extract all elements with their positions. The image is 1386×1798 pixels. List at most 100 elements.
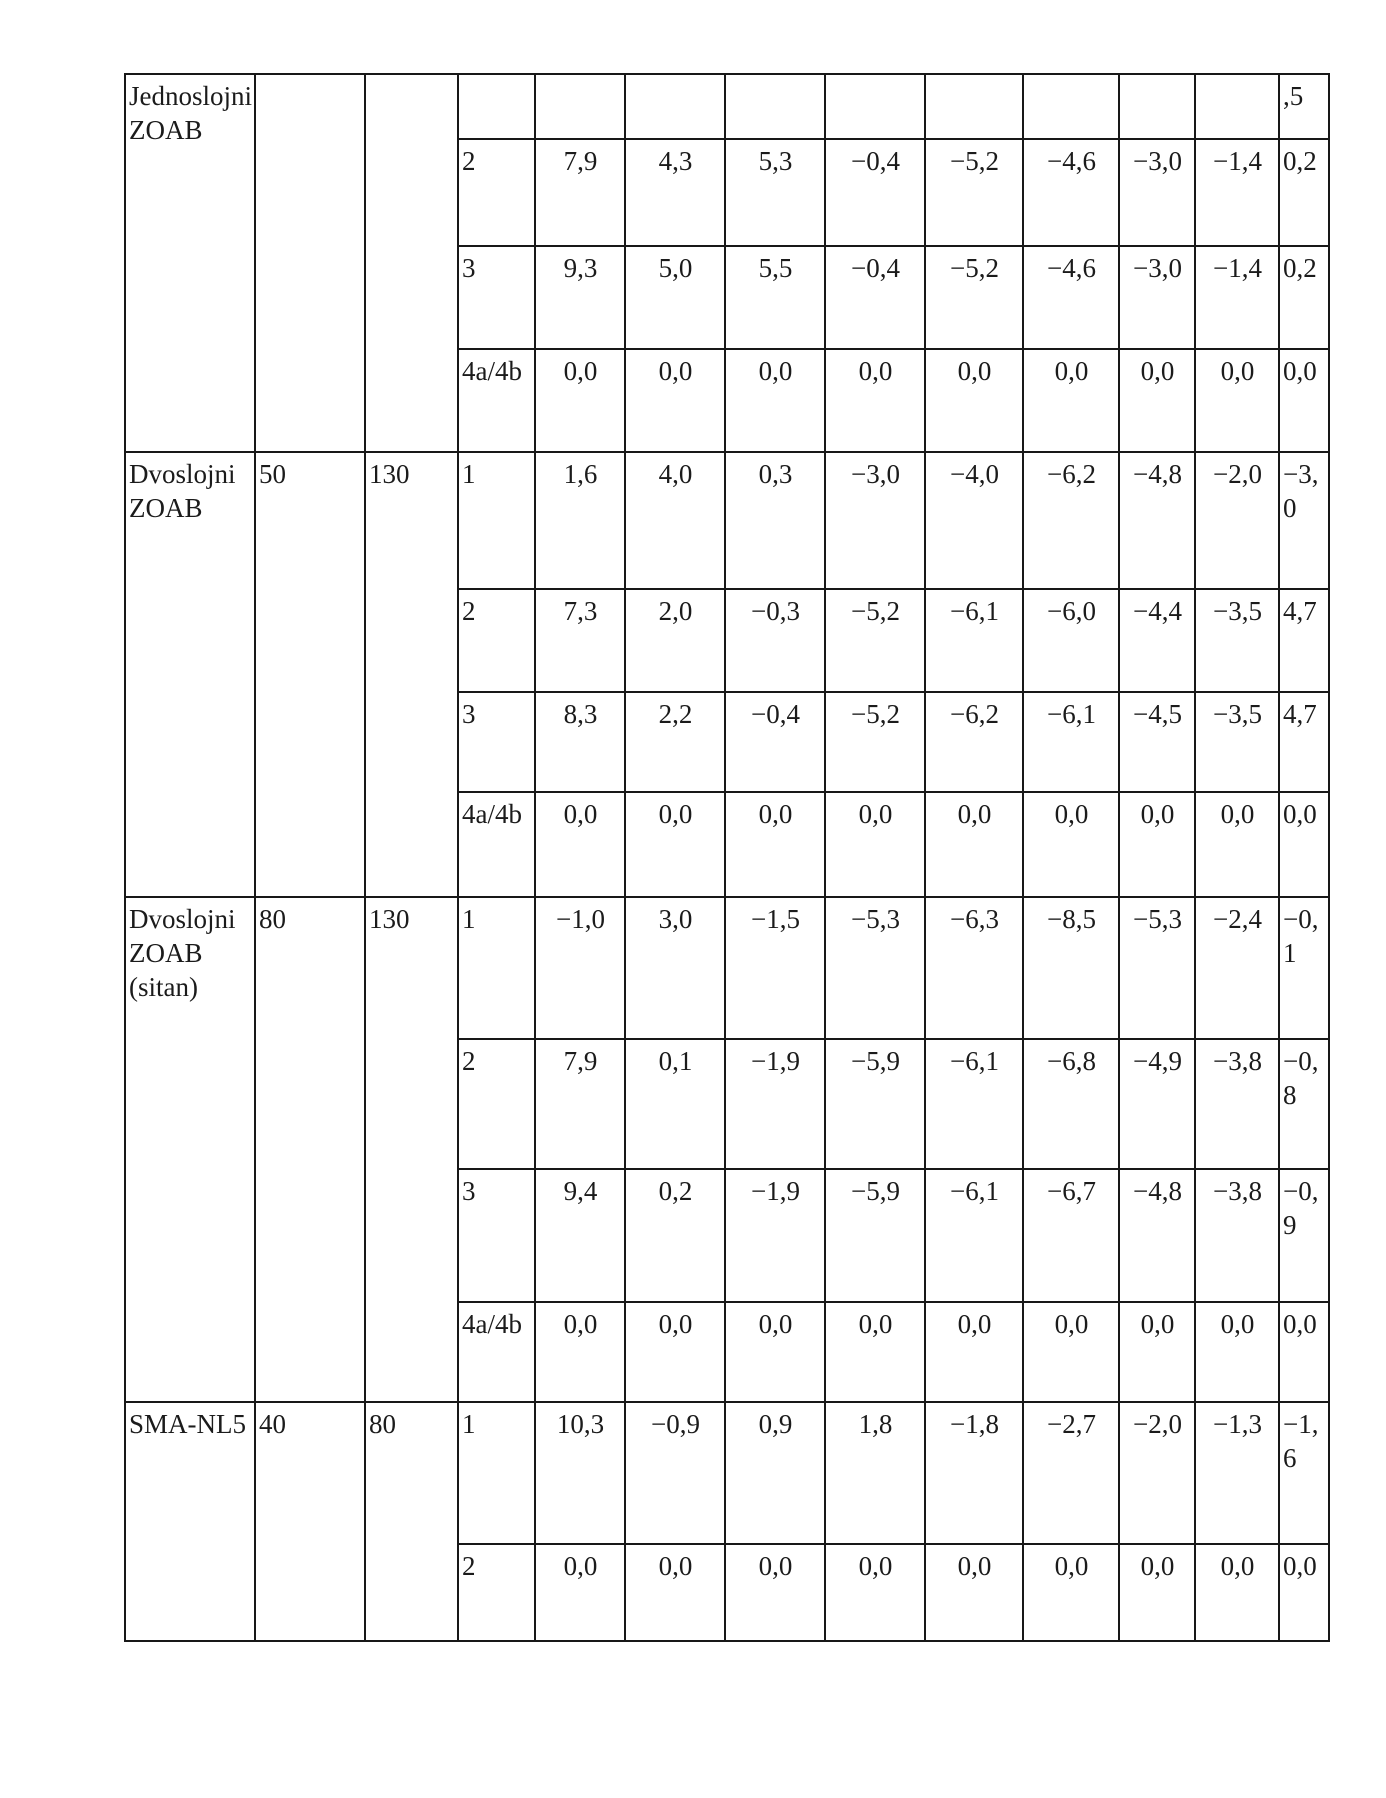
param-col2-cell: 50 bbox=[254, 451, 367, 898]
value-cell: 0,0 bbox=[1118, 348, 1197, 453]
value-cell: 0,0 bbox=[724, 791, 827, 898]
value-cell: 0,0 bbox=[924, 1543, 1025, 1642]
value-cell: 5,5 bbox=[724, 245, 827, 350]
value-cell: −4,9 bbox=[1118, 1038, 1197, 1170]
value-cell: −2,0 bbox=[1194, 451, 1281, 590]
tail-value-cell: −0,8 bbox=[1278, 1038, 1331, 1170]
tail-value-cell: ,5 bbox=[1278, 73, 1331, 140]
value-cell: −1,9 bbox=[724, 1168, 827, 1303]
row-number-cell bbox=[457, 73, 537, 140]
tail-value-cell: 0,0 bbox=[1278, 348, 1331, 453]
tail-value-cell: 4,7 bbox=[1278, 588, 1331, 693]
value-cell: 1,8 bbox=[824, 1401, 927, 1545]
value-cell: −5,2 bbox=[924, 245, 1025, 350]
value-cell: −8,5 bbox=[1022, 896, 1121, 1040]
table-row: 4a/4b 0,0 0,0 0,0 0,0 0,0 0,0 0,0 0,0 0,0 bbox=[125, 1301, 1331, 1403]
tail-value-cell: 0,2 bbox=[1278, 245, 1331, 350]
value-cell: −0,4 bbox=[824, 138, 927, 247]
value-cell: −3,8 bbox=[1194, 1168, 1281, 1303]
param-col3-cell: 130 bbox=[364, 896, 460, 1403]
value-cell: 2,2 bbox=[624, 691, 727, 793]
table-body: Jednoslojni ZOAB ,5 2 7,9 4,3 5,3 −0,4 −5,2 −4,6… bbox=[123, 73, 1331, 1642]
value-cell: −4,6 bbox=[1022, 138, 1121, 247]
tail-value-cell: −0,9 bbox=[1278, 1168, 1331, 1303]
value-cell: 0,0 bbox=[624, 1301, 727, 1403]
value-cell: −3,0 bbox=[1118, 245, 1197, 350]
value-cell: 0,0 bbox=[824, 1543, 927, 1642]
row-number-cell: 3 bbox=[457, 691, 537, 793]
table-row: 2 7,3 2,0 −0,3 −5,2 −6,1 −6,0 −4,4 −3,5 4,7 bbox=[125, 588, 1331, 693]
tail-value-cell: −3,0 bbox=[1278, 451, 1331, 590]
value-cell: 0,0 bbox=[534, 1301, 627, 1403]
value-cell bbox=[624, 73, 727, 140]
value-cell: −6,1 bbox=[924, 588, 1025, 693]
material-label-cell: Dvoslojni ZOAB (sitan) bbox=[123, 896, 257, 1403]
value-cell bbox=[1022, 73, 1121, 140]
material-label-cell: Dvoslojni ZOAB bbox=[123, 451, 257, 898]
param-col3-cell: 80 bbox=[364, 1401, 460, 1642]
value-cell: −0,4 bbox=[724, 691, 827, 793]
value-cell: −3,0 bbox=[1118, 138, 1197, 247]
value-cell: −5,3 bbox=[824, 896, 927, 1040]
value-cell: −6,2 bbox=[1022, 451, 1121, 590]
value-cell: 0,0 bbox=[1194, 348, 1281, 453]
value-cell: −6,8 bbox=[1022, 1038, 1121, 1170]
value-cell: 8,3 bbox=[534, 691, 627, 793]
tail-value-cell: 0,2 bbox=[1278, 138, 1331, 247]
table-row: SMA-NL5 40 80 1 10,3 −0,9 0,9 1,8 −1,8 −2,7 −2,0 −1… bbox=[123, 1401, 1331, 1642]
table-row: 2 7,9 0,1 −1,9 −5,9 −6,1 −6,8 −4,9 −3,8 −0,8 bbox=[125, 1038, 1331, 1170]
row-number-cell: 4a/4b bbox=[457, 1301, 537, 1403]
value-cell: 0,0 bbox=[624, 1543, 727, 1642]
table-row: 2 7,9 4,3 5,3 −0,4 −5,2 −4,6 −3,0 −1,4 0,2 bbox=[125, 138, 1331, 247]
value-cell: 5,3 bbox=[724, 138, 827, 247]
value-cell: −2,4 bbox=[1194, 896, 1281, 1040]
tail-value-cell: −1,6 bbox=[1278, 1401, 1331, 1545]
value-cell: −4,5 bbox=[1118, 691, 1197, 793]
value-cell: −2,7 bbox=[1022, 1401, 1121, 1545]
table-row: 3 9,4 0,2 −1,9 −5,9 −6,1 −6,7 −4,8 −3,8 −0,9 bbox=[125, 1168, 1331, 1303]
value-cell: 5,0 bbox=[624, 245, 727, 350]
value-cell: 0,0 bbox=[624, 791, 727, 898]
tail-value-cell: 0,0 bbox=[1278, 1301, 1331, 1403]
value-cell: −4,4 bbox=[1118, 588, 1197, 693]
value-cell: −6,0 bbox=[1022, 588, 1121, 693]
value-cell: −3,5 bbox=[1194, 588, 1281, 693]
value-cell: −1,0 bbox=[534, 896, 627, 1040]
value-cell: −5,3 bbox=[1118, 896, 1197, 1040]
value-cell: −1,4 bbox=[1194, 245, 1281, 350]
value-cell: −2,0 bbox=[1118, 1401, 1197, 1545]
value-cell: 0,0 bbox=[724, 1301, 827, 1403]
value-cell: 0,0 bbox=[1022, 1543, 1121, 1642]
value-cell: −6,1 bbox=[924, 1038, 1025, 1170]
value-cell: −4,6 bbox=[1022, 245, 1121, 350]
tail-value-cell: 0,0 bbox=[1278, 1543, 1331, 1642]
row-number-cell: 3 bbox=[457, 1168, 537, 1303]
value-cell: 0,0 bbox=[534, 791, 627, 898]
row-number-cell: 1 bbox=[457, 1401, 537, 1545]
value-cell: 0,0 bbox=[1118, 791, 1197, 898]
value-cell: 0,0 bbox=[724, 348, 827, 453]
value-cell: 0,0 bbox=[1194, 791, 1281, 898]
value-cell: 0,0 bbox=[1194, 1543, 1281, 1642]
value-cell: −6,3 bbox=[924, 896, 1025, 1040]
value-cell: 0,0 bbox=[824, 791, 927, 898]
row-number-cell: 2 bbox=[457, 1543, 537, 1642]
value-cell: 0,0 bbox=[534, 348, 627, 453]
value-cell: −4,0 bbox=[924, 451, 1025, 590]
param-col3-cell: 130 bbox=[364, 451, 460, 898]
param-col2-cell: 40 bbox=[254, 1401, 367, 1642]
row-number-cell: 3 bbox=[457, 245, 537, 350]
value-cell: 0,3 bbox=[724, 451, 827, 590]
row-number-cell: 2 bbox=[457, 1038, 537, 1170]
value-cell: −0,9 bbox=[624, 1401, 727, 1545]
value-cell: 1,6 bbox=[534, 451, 627, 590]
value-cell: 9,4 bbox=[534, 1168, 627, 1303]
value-cell: 9,3 bbox=[534, 245, 627, 350]
value-cell: 4,3 bbox=[624, 138, 727, 247]
value-cell: 7,9 bbox=[534, 138, 627, 247]
value-cell: 0,0 bbox=[1022, 791, 1121, 898]
value-cell: 0,0 bbox=[1022, 1301, 1121, 1403]
value-cell: 0,0 bbox=[1022, 348, 1121, 453]
value-cell: 0,2 bbox=[624, 1168, 727, 1303]
table-row: 4a/4b 0,0 0,0 0,0 0,0 0,0 0,0 0,0 0,0 0,0 bbox=[125, 791, 1331, 898]
